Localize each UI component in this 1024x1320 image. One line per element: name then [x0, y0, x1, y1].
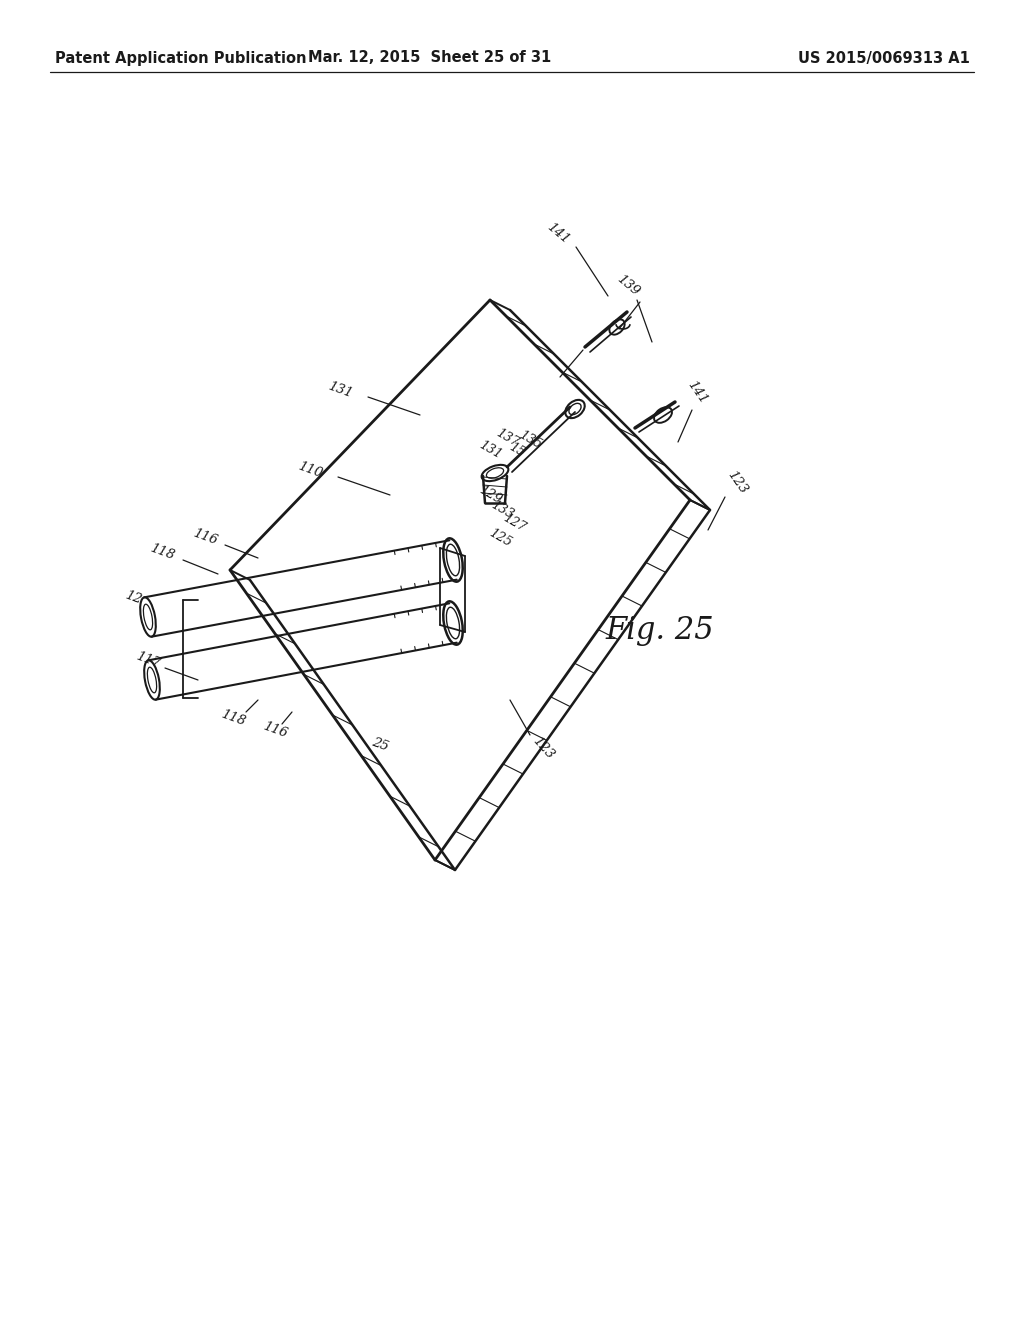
Text: 12: 12 — [123, 589, 143, 607]
Text: 129: 129 — [476, 483, 504, 507]
Text: 141: 141 — [544, 220, 571, 246]
Text: 123: 123 — [724, 469, 750, 496]
Text: 127: 127 — [501, 511, 527, 535]
Text: 123: 123 — [529, 734, 556, 762]
Text: 141: 141 — [684, 378, 710, 407]
Text: 133: 133 — [488, 499, 516, 521]
Text: 15: 15 — [507, 441, 527, 459]
Text: 110: 110 — [296, 459, 324, 480]
Text: Mar. 12, 2015  Sheet 25 of 31: Mar. 12, 2015 Sheet 25 of 31 — [308, 50, 552, 66]
Text: 125: 125 — [486, 527, 514, 549]
Text: 116: 116 — [190, 527, 219, 548]
Text: 117: 117 — [134, 649, 162, 671]
Text: Fig. 25: Fig. 25 — [605, 615, 715, 645]
Text: 116: 116 — [261, 719, 289, 741]
Text: 118: 118 — [148, 541, 176, 562]
Text: 131: 131 — [476, 438, 504, 462]
Text: 25: 25 — [370, 737, 390, 754]
Text: 135: 135 — [516, 429, 544, 451]
Text: 139: 139 — [614, 272, 642, 298]
Text: Patent Application Publication: Patent Application Publication — [55, 50, 306, 66]
Text: 131: 131 — [326, 380, 354, 400]
Text: 118: 118 — [219, 708, 247, 729]
Text: US 2015/0069313 A1: US 2015/0069313 A1 — [798, 50, 970, 66]
Text: 137: 137 — [494, 426, 520, 450]
